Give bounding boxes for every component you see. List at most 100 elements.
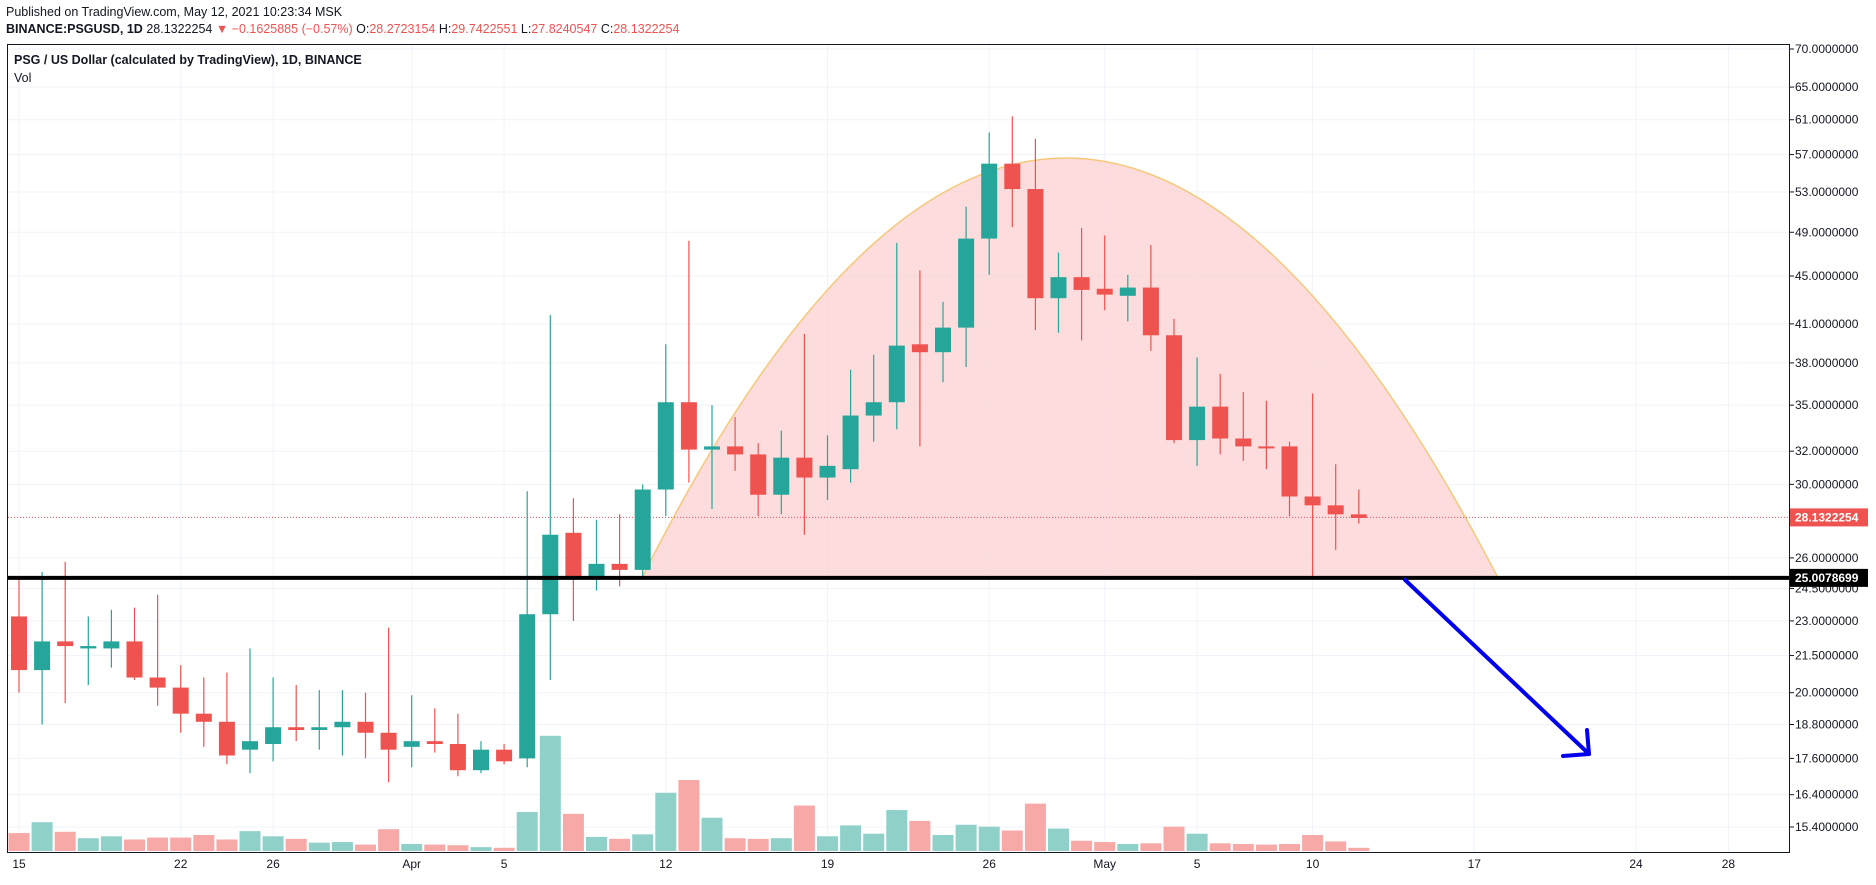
candle-body bbox=[11, 616, 27, 671]
x-tick-label: 19 bbox=[821, 857, 835, 871]
open-value: 28.2723154 bbox=[369, 22, 436, 36]
volume-bar bbox=[216, 839, 238, 851]
candle bbox=[1004, 116, 1021, 228]
candle bbox=[172, 665, 189, 733]
candle bbox=[311, 690, 328, 750]
candle bbox=[911, 270, 928, 447]
candles bbox=[11, 116, 1367, 783]
volume-bar bbox=[1348, 847, 1370, 851]
volume-bar bbox=[1024, 803, 1046, 851]
rounded-top-pattern bbox=[640, 157, 1500, 579]
candle-body bbox=[80, 646, 97, 649]
volume-bar bbox=[955, 824, 977, 851]
candle-body bbox=[1235, 438, 1252, 447]
candle bbox=[680, 240, 697, 483]
x-tick-label: 5 bbox=[501, 857, 508, 871]
volume-bar bbox=[562, 813, 584, 851]
arrow-head-icon bbox=[1561, 728, 1591, 758]
candle bbox=[958, 206, 975, 367]
high-value: 29.7422551 bbox=[451, 22, 518, 36]
change-value: −0.1625885 (−0.57%) bbox=[231, 22, 353, 36]
volume-bar bbox=[170, 837, 192, 851]
volume-bar bbox=[1302, 835, 1324, 851]
volume-bar bbox=[331, 842, 353, 851]
candle bbox=[542, 315, 559, 681]
candle bbox=[11, 575, 27, 693]
volume-bar bbox=[1209, 843, 1231, 851]
candle-body bbox=[426, 741, 443, 744]
volume-bar bbox=[262, 836, 284, 851]
down-arrow-drawing[interactable] bbox=[1403, 577, 1591, 758]
candle-body bbox=[1327, 505, 1344, 515]
candle-body bbox=[727, 446, 744, 455]
price-axis[interactable]: 70.0000000 65.0000000 61.0000000 57.0000000… bbox=[1789, 42, 1859, 834]
time-axis[interactable]: 15 22 26 Apr 5 12 19 26 May 5 10 17 24 28 bbox=[12, 857, 1735, 871]
candle bbox=[727, 417, 744, 471]
volume-bar bbox=[655, 792, 677, 851]
volume-bar bbox=[609, 838, 631, 851]
y-tick-label: 35.0000000 bbox=[1795, 398, 1859, 412]
candle-body bbox=[1350, 514, 1367, 518]
x-tick-label: 26 bbox=[266, 857, 280, 871]
candle-body bbox=[842, 415, 859, 470]
candle-body bbox=[935, 327, 951, 353]
volume-bar bbox=[424, 844, 446, 851]
candle bbox=[888, 242, 905, 430]
y-tick-label: 20.0000000 bbox=[1795, 686, 1859, 700]
candle-body bbox=[519, 614, 536, 759]
candle bbox=[242, 648, 258, 774]
candle-body bbox=[588, 563, 605, 576]
candle bbox=[1212, 373, 1229, 455]
volume-bar bbox=[932, 835, 954, 851]
candle-body bbox=[565, 532, 582, 576]
x-tick-label: Apr bbox=[402, 857, 421, 871]
y-tick-label: 38.0000000 bbox=[1795, 356, 1859, 370]
volume-bar bbox=[516, 811, 538, 851]
x-tick-label: 12 bbox=[659, 857, 673, 871]
candle bbox=[1119, 274, 1136, 322]
candle bbox=[34, 571, 51, 725]
low-label: L: bbox=[520, 22, 532, 36]
volume-bar bbox=[378, 829, 400, 851]
last-price-label-text: 28.1322254 bbox=[1795, 510, 1859, 524]
candle-body bbox=[34, 641, 51, 671]
y-tick-label: 32.0000000 bbox=[1795, 444, 1859, 458]
candle bbox=[565, 498, 582, 621]
y-tick-label: 18.8000000 bbox=[1795, 717, 1859, 731]
candle bbox=[588, 519, 605, 591]
candle-body bbox=[1281, 446, 1298, 497]
volume-bar bbox=[355, 844, 376, 851]
chart-header: Published on TradingView.com, May 12, 20… bbox=[0, 0, 1876, 44]
volume-bar bbox=[308, 842, 330, 851]
close-label: C: bbox=[600, 22, 614, 36]
candle bbox=[1189, 357, 1206, 466]
y-tick-label: 41.0000000 bbox=[1795, 317, 1859, 331]
volume-bars bbox=[8, 735, 1370, 851]
volume-bar bbox=[401, 843, 423, 851]
volume-bar bbox=[77, 838, 99, 851]
x-tick-label: 28 bbox=[1722, 857, 1736, 871]
candle bbox=[611, 514, 628, 587]
candle-body bbox=[242, 741, 258, 750]
candle-body bbox=[1073, 277, 1090, 290]
candle bbox=[57, 561, 74, 704]
volume-bar bbox=[978, 826, 1000, 851]
candle-body bbox=[1212, 406, 1229, 439]
y-tick-label: 30.0000000 bbox=[1795, 477, 1859, 491]
y-tick-label: 21.5000000 bbox=[1795, 649, 1859, 663]
candle bbox=[1327, 464, 1344, 551]
plot-frame bbox=[7, 44, 1790, 853]
candle bbox=[380, 627, 397, 783]
candle-body bbox=[657, 402, 674, 490]
candle-body bbox=[1004, 163, 1021, 190]
close-value: 28.1322254 bbox=[613, 22, 680, 36]
candle bbox=[1073, 228, 1090, 341]
volume-bar bbox=[31, 822, 53, 851]
candle-body bbox=[865, 402, 882, 416]
candle-body bbox=[1119, 287, 1136, 296]
ticker-line: BINANCE:PSGUSD, 1D 28.1322254 ▼ −0.16258… bbox=[6, 22, 679, 36]
candle bbox=[426, 708, 443, 753]
candle bbox=[1142, 245, 1159, 351]
volume-bar bbox=[147, 837, 169, 851]
